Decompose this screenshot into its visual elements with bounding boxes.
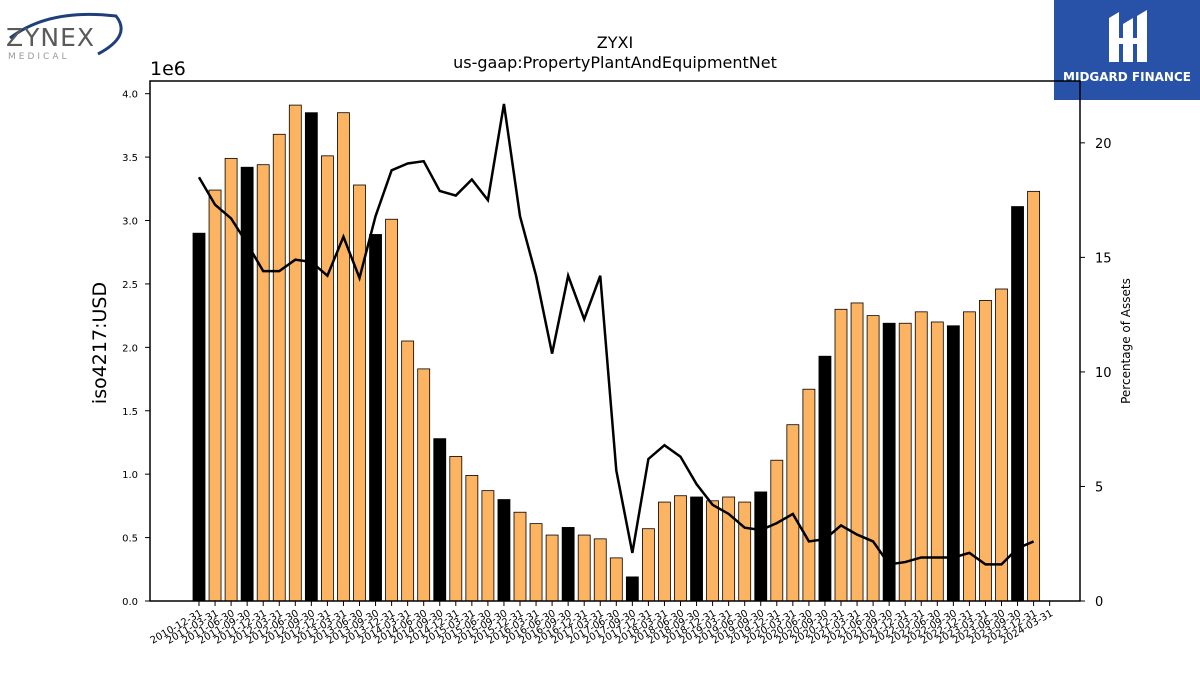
bar <box>674 495 687 602</box>
bar <box>979 300 992 602</box>
y-offset-label: 1e6 <box>150 58 186 80</box>
bar <box>417 368 431 602</box>
bar <box>738 501 752 602</box>
bar <box>690 496 703 602</box>
bar <box>802 388 816 602</box>
y-tick-label: 4.0 <box>122 90 138 101</box>
y2-tick-label: 20 <box>1095 137 1112 152</box>
bar <box>1011 206 1024 602</box>
bar <box>850 302 864 602</box>
y-tick-label: 3.0 <box>122 217 138 228</box>
bar <box>625 576 639 602</box>
bar <box>834 308 848 602</box>
y-tick-label: 2.0 <box>122 343 138 354</box>
zynex-logo-text: ZYNEX <box>6 23 95 52</box>
bar <box>658 501 671 602</box>
plot-frame <box>149 80 1081 602</box>
bar <box>770 459 784 602</box>
y-tick-label: 2.5 <box>122 280 138 291</box>
bar <box>337 112 350 602</box>
bar <box>642 528 655 602</box>
y2-axis-ticks: 0 5 10 15 20 <box>1080 137 1112 610</box>
chart-subtitle: us-gaap:PropertyPlantAndEquipmentNet <box>453 53 777 72</box>
bar <box>192 232 206 602</box>
bar <box>240 166 254 602</box>
bar <box>433 438 447 602</box>
bar <box>465 475 479 602</box>
bar <box>481 490 495 602</box>
y-axis-label: iso4217:USD <box>89 282 111 404</box>
bar <box>304 112 318 602</box>
bar <box>561 527 575 602</box>
bar <box>320 155 334 602</box>
bar <box>401 340 415 602</box>
bar <box>497 499 511 602</box>
bar <box>1027 190 1040 602</box>
bar <box>754 491 768 602</box>
bar <box>353 184 366 602</box>
midgard-finance-logo: MIDGARD FINANCE <box>1054 0 1200 100</box>
bar <box>963 311 976 602</box>
bar <box>288 104 302 602</box>
bar <box>930 321 944 602</box>
midgard-brand-text: MIDGARD FINANCE <box>1063 70 1191 84</box>
bar-series <box>192 104 1040 602</box>
y-axis-ticks: 0.0 0.5 1.0 1.5 2.0 2.5 3.0 3.5 4.0 <box>122 90 150 608</box>
y2-tick-label: 10 <box>1095 366 1112 381</box>
percentage-line <box>197 103 1035 566</box>
midgard-mark-icon <box>1109 10 1147 62</box>
bar <box>946 325 960 602</box>
y-tick-label: 0.0 <box>122 597 138 608</box>
y2-axis-label: Percentage of Assets <box>1119 278 1133 404</box>
bar <box>208 189 222 602</box>
bar <box>385 218 399 602</box>
y-tick-label: 0.5 <box>122 534 138 545</box>
bar <box>609 557 623 602</box>
bar <box>449 456 463 602</box>
y2-tick-label: 15 <box>1095 251 1112 266</box>
y-tick-label: 3.5 <box>122 153 138 164</box>
bar <box>577 534 591 602</box>
bar <box>706 500 719 602</box>
x-axis-ticks: 2010-12-312011-03-312011-06-302011-09-30… <box>149 601 1055 647</box>
chart-title: ZYXI <box>597 33 633 52</box>
bar <box>995 288 1008 602</box>
bar <box>529 523 543 602</box>
bar <box>545 534 559 602</box>
y2-tick-label: 0 <box>1095 595 1103 610</box>
bar <box>898 322 912 602</box>
bar <box>866 315 880 602</box>
bar <box>513 511 527 602</box>
line-series <box>197 103 1035 566</box>
medical-logo-text: MEDICAL <box>8 52 70 62</box>
bar <box>818 355 832 602</box>
bar <box>272 133 286 602</box>
y2-tick-label: 5 <box>1095 480 1103 495</box>
bar <box>256 164 270 602</box>
bar <box>369 234 382 602</box>
bar <box>593 538 607 602</box>
y-tick-label: 1.0 <box>122 470 138 481</box>
y-tick-label: 1.5 <box>122 407 138 418</box>
zynex-medical-logo: ZYNEX MEDICAL <box>4 6 124 62</box>
